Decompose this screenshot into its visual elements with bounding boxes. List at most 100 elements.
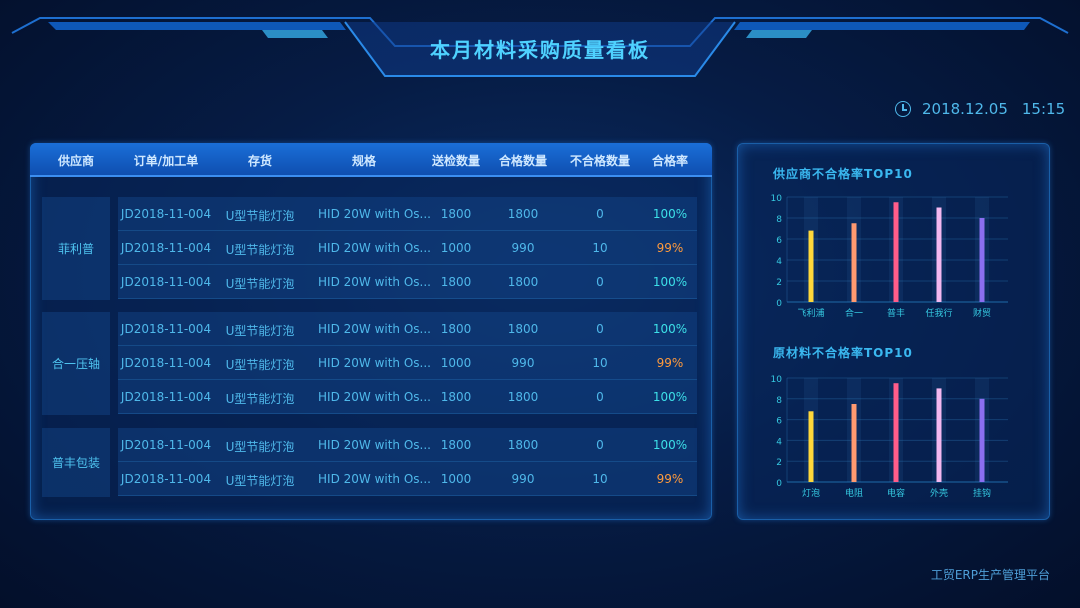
qualified-cell: 1800 [507,275,539,289]
bar [979,218,985,302]
table-row[interactable]: JD2018-11-004 U型节能灯泡 HID 20W with Os... 180… [118,428,697,462]
order-cell: JD2018-11-004 [120,241,212,255]
column-header: 不合格数量 [569,154,631,168]
date: 2018.12.05 [922,100,1008,118]
page-title: 本月材料采购质量看板 [430,38,650,62]
table-row[interactable]: JD2018-11-004 U型节能灯泡 HID 20W with Os... 180… [118,312,697,346]
y-tick-label: 2 [776,278,782,288]
rate-cell: 99% [656,241,684,255]
rate-cell: 100% [652,207,688,221]
unqualified-cell: 0 [596,275,604,289]
time: 15:15 [1021,100,1066,118]
column-header: 合格数量 [498,154,548,168]
inspected-cell: 1800 [440,207,472,221]
x-tick-label: 财贸 [973,307,991,319]
y-tick-label: 0 [776,299,782,309]
x-tick-label: 飞利浦 [797,307,824,319]
spec-cell: HID 20W with Os... [318,438,431,452]
order-cell: JD2018-11-004 [120,275,212,289]
item-cell: U型节能灯泡 [225,358,295,372]
rate-cell: 100% [652,275,688,289]
table-row[interactable]: JD2018-11-004 U型节能灯泡 HID 20W with Os... 180… [118,197,697,231]
table-header: 供应商 订单/加工单 存货 规格 送检数量 合格数量 不合格数量 合格率 [30,143,712,177]
unqualified-cell: 0 [596,438,604,452]
column-header: 规格 [351,154,377,168]
bar [893,383,899,482]
qualified-cell: 1800 [507,322,539,336]
inspected-cell: 1800 [440,438,472,452]
inspected-cell: 1000 [440,241,472,255]
bar [979,398,985,482]
y-tick-label: 2 [776,458,782,468]
order-cell: JD2018-11-004 [120,390,212,404]
bar [808,230,814,302]
item-cell: U型节能灯泡 [225,277,295,291]
bar [851,223,857,302]
y-tick-label: 8 [776,396,782,406]
bar [893,202,899,302]
column-header: 送检数量 [431,154,481,168]
spec-cell: HID 20W with Os... [318,356,431,370]
header-frame [11,17,1069,77]
order-cell: JD2018-11-004 [120,356,212,370]
unqualified-cell: 0 [596,390,604,404]
unqualified-cell: 10 [592,241,608,255]
qualified-cell: 1800 [507,207,539,221]
table-row[interactable]: JD2018-11-004 U型节能灯泡 HID 20W with Os... 100… [118,462,697,496]
spec-cell: HID 20W with Os... [318,322,431,336]
bar [808,411,814,482]
rate-cell: 100% [652,322,688,336]
x-tick-label: 外壳 [930,487,948,499]
qualified-cell: 1800 [507,438,539,452]
item-cell: U型节能灯泡 [225,440,295,454]
table-row[interactable]: JD2018-11-004 U型节能灯泡 HID 20W with Os... 180… [118,380,697,414]
inspected-cell: 1800 [440,390,472,404]
order-cell: JD2018-11-004 [120,438,212,452]
x-tick-label: 灯泡 [802,487,820,499]
column-header: 合格率 [651,154,689,168]
table-row[interactable]: JD2018-11-004 U型节能灯泡 HID 20W with Os... 100… [118,231,697,265]
column-header: 供应商 [57,154,95,168]
x-tick-label: 电阻 [845,487,863,499]
order-cell: JD2018-11-004 [120,322,212,336]
y-tick-label: 4 [776,437,782,447]
qualified-cell: 990 [511,356,535,370]
bar [936,207,942,302]
column-header: 存货 [247,154,273,168]
supplier-cell: 合一压轴 [42,312,110,415]
unqualified-cell: 10 [592,356,608,370]
x-tick-label: 普丰 [887,307,905,319]
table-row[interactable]: JD2018-11-004 U型节能灯泡 HID 20W with Os... 100… [118,346,697,380]
item-cell: U型节能灯泡 [225,243,295,257]
rate-cell: 99% [656,356,684,370]
chart-title-supplier: 供应商不合格率TOP10 [773,167,913,181]
y-tick-label: 4 [776,257,782,267]
y-tick-label: 8 [776,215,782,225]
inspected-cell: 1000 [440,472,472,486]
table-row[interactable]: JD2018-11-004 U型节能灯泡 HID 20W with Os... 180… [118,265,697,299]
qualified-cell: 990 [511,241,535,255]
order-cell: JD2018-11-004 [120,472,212,486]
unqualified-cell: 10 [592,472,608,486]
y-tick-label: 10 [771,375,783,385]
rate-cell: 100% [652,390,688,404]
platform-name: 工贸ERP生产管理平台 [930,568,1050,582]
quality-table-panel [30,143,712,520]
spec-cell: HID 20W with Os... [318,472,431,486]
item-cell: U型节能灯泡 [225,392,295,406]
chart-title-material: 原材料不合格率TOP10 [773,346,913,360]
y-tick-label: 6 [776,236,782,246]
spec-cell: HID 20W with Os... [318,390,431,404]
x-tick-label: 任我行 [925,307,952,319]
rate-cell: 99% [656,472,684,486]
spec-cell: HID 20W with Os... [318,275,431,289]
spec-cell: HID 20W with Os... [318,207,431,221]
bar [936,388,942,482]
bar [851,404,857,482]
qualified-cell: 1800 [507,390,539,404]
x-tick-label: 电容 [887,487,905,499]
supplier-cell: 菲利普 [42,197,110,300]
unqualified-cell: 0 [596,207,604,221]
y-tick-label: 6 [776,417,782,427]
